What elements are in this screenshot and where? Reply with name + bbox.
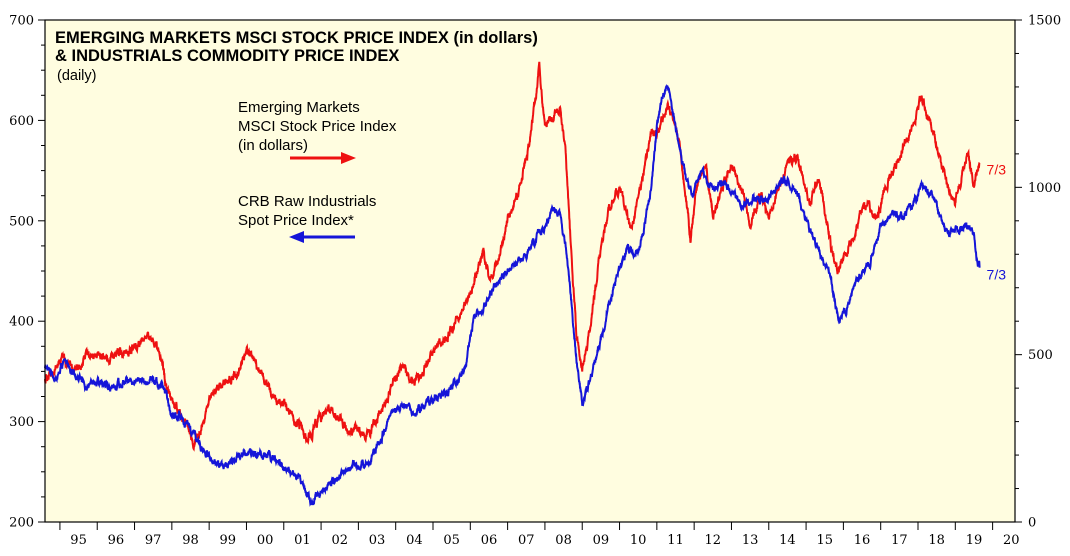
x-axis-tick-label: 10	[630, 533, 647, 548]
left-axis-tick-label: 400	[9, 315, 34, 330]
x-axis-tick-label: 04	[406, 533, 423, 548]
x-axis-tick-label: 14	[779, 533, 796, 548]
end-label-crb: 7/3	[987, 267, 1007, 283]
x-axis-tick-label: 20	[1003, 533, 1020, 548]
legend-crb: CRB Raw Industrials Spot Price Index*	[238, 193, 376, 243]
right-axis-tick-label: 500	[1028, 348, 1053, 363]
x-axis-tick-label: 09	[593, 533, 610, 548]
right-axis: 0 500 1000 1500	[1015, 14, 1061, 531]
x-axis-tick-label: 96	[108, 533, 125, 548]
x-axis-tick-label: 00	[257, 533, 274, 548]
x-axis-tick-label: 06	[481, 533, 498, 548]
left-axis-tick-label: 300	[9, 415, 34, 430]
chart-title-line-2: & INDUSTRIALS COMMODITY PRICE INDEX	[55, 47, 399, 65]
end-label-emerging-markets: 7/3	[987, 162, 1007, 178]
legend-crb-arrow-left-icon	[289, 231, 355, 243]
chart-title-line-1: EMERGING MARKETS MSCI STOCK PRICE INDEX …	[55, 29, 538, 47]
left-axis-tick-label: 500	[9, 214, 34, 229]
x-axis-tick-label: 95	[70, 533, 87, 548]
legend-crb-line-1: CRB Raw Industrials	[238, 193, 376, 210]
x-axis-tick-label: 16	[854, 533, 871, 548]
x-axis-tick-label: 11	[667, 533, 684, 548]
x-axis-tick-label: 13	[742, 533, 759, 548]
legend-emerging-markets: Emerging Markets MSCI Stock Price Index …	[238, 99, 397, 164]
legend-em-line-2: MSCI Stock Price Index	[238, 118, 397, 135]
left-axis-tick-label: 600	[9, 114, 34, 129]
x-axis-tick-label: 97	[145, 533, 162, 548]
x-axis-tick-label: 17	[891, 533, 908, 548]
x-axis-tick-label: 19	[966, 533, 983, 548]
x-axis-tick-label: 15	[816, 533, 833, 548]
x-axis-tick-label: 98	[182, 533, 199, 548]
left-axis: 200 300 400 500 600 700	[9, 14, 45, 531]
legend-em-arrow-right-icon	[290, 152, 356, 164]
left-axis-tick-label: 200	[9, 516, 34, 531]
x-axis-tick-label: 01	[294, 533, 311, 548]
series-line-crb-raw-industrials	[44, 84, 981, 507]
legend-em-line-1: Emerging Markets	[238, 99, 360, 116]
x-axis-tick-label: 05	[443, 533, 460, 548]
right-axis-tick-label: 0	[1028, 516, 1036, 531]
x-axis-tick-label: 18	[928, 533, 945, 548]
x-axis-tick-label: 08	[555, 533, 572, 548]
right-axis-tick-label: 1000	[1028, 181, 1061, 196]
x-axis-tick-label: 03	[369, 533, 386, 548]
x-axis-tick-label: 02	[331, 533, 348, 548]
plot-background	[45, 20, 1015, 522]
left-axis-tick-label: 700	[9, 14, 34, 29]
legend-em-line-3: (in dollars)	[238, 137, 308, 154]
x-axis-tick-label: 12	[705, 533, 722, 548]
right-axis-tick-label: 1500	[1028, 14, 1061, 29]
legend-crb-line-2: Spot Price Index*	[238, 212, 354, 229]
x-axis: 95 96 97 98 99 00 01 02 03 04 05 06 07 08 09 10 11 12 13 14…	[59, 522, 1020, 548]
chart-subtitle: (daily)	[57, 68, 96, 84]
series-line-emerging-markets	[44, 61, 981, 452]
x-axis-tick-label: 07	[518, 533, 535, 548]
x-axis-tick-label: 99	[220, 533, 237, 548]
plot-frame	[44, 19, 1016, 523]
